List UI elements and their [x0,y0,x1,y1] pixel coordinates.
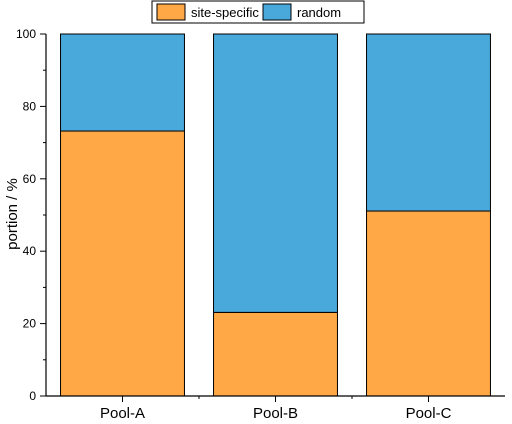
bar-site-specific-Pool-C [366,210,491,397]
legend: site-specific random [151,0,365,24]
y-tick-label-100: 100 [16,27,36,41]
bar-random-Pool-A [60,33,185,132]
y-tick-label-80: 80 [23,99,37,113]
bars-layer [60,33,491,397]
axes-layer: 0 20 40 60 80 100 Pool-A Pool-B Pool-C [16,27,505,422]
legend-swatch-random [262,3,292,21]
x-tick-label-Pool-B: Pool-B [253,405,298,422]
y-tick-label-0: 0 [29,389,36,403]
legend-label-site-specific: site-specific [191,5,259,20]
legend-swatch-site-specific [156,3,186,21]
bar-site-specific-Pool-A [60,130,185,397]
x-tick-label-Pool-C: Pool-C [406,405,452,422]
y-tick-label-60: 60 [23,172,37,186]
bar-site-specific-Pool-B [213,311,338,397]
legend-box [151,0,365,24]
y-tick-label-40: 40 [23,244,37,258]
legend-label-random: random [297,5,341,20]
y-tick-label-20: 20 [23,317,37,331]
y-axis-title: portion / % [4,178,21,250]
bar-random-Pool-C [366,33,491,212]
bar-random-Pool-B [213,33,338,313]
x-tick-label-Pool-A: Pool-A [100,405,145,422]
